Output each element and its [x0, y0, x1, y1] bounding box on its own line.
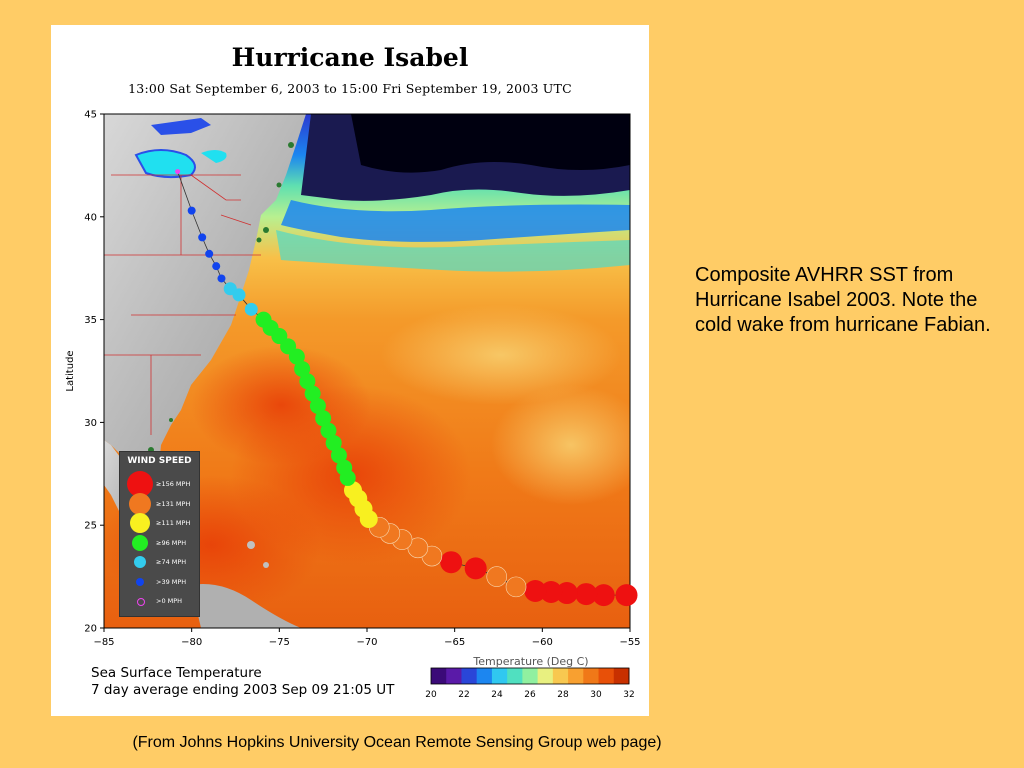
track-point	[325, 434, 342, 451]
hurricane-track	[175, 169, 638, 607]
lon-tick-label: −85	[93, 637, 114, 648]
track-point	[294, 360, 311, 377]
track-point	[540, 581, 563, 604]
track-point	[315, 410, 332, 427]
caption-line-2: 7 day average ending 2003 Sep 09 21:05 U…	[91, 682, 395, 698]
colorbar-swatch	[446, 668, 462, 684]
lat-tick-label: 35	[84, 315, 97, 326]
lat-tick-label: 20	[84, 624, 97, 635]
colorbar-tick-label: 20	[425, 690, 437, 700]
legend-swatch	[132, 534, 148, 551]
lon-tick-label: −55	[619, 637, 640, 648]
legend-label: ≥131 MPH	[156, 499, 191, 508]
colorbar-label: Temperature (Deg C)	[473, 655, 589, 668]
legend-swatch	[136, 577, 144, 586]
legend-label: ≥96 MPH	[156, 538, 187, 547]
colorbar-swatch	[537, 668, 554, 684]
track-point	[330, 447, 347, 464]
track-point	[575, 583, 598, 606]
track-point	[212, 262, 221, 271]
track-point	[244, 302, 258, 316]
y-axis-label: Latitude	[65, 350, 76, 391]
legend-item: >0 MPH	[120, 591, 199, 611]
legend-swatch	[130, 513, 150, 533]
legend-item: ≥131 MPH	[120, 492, 199, 515]
legend-item: ≥74 MPH	[120, 552, 199, 572]
track-point	[440, 551, 463, 574]
track-point	[486, 566, 508, 587]
figure-caption: Sea Surface Temperature 7 day average en…	[91, 665, 394, 699]
legend-swatch	[137, 598, 145, 606]
colorbar-tick-label: 32	[623, 690, 634, 700]
track-point	[187, 206, 196, 215]
legend-item: ≥96 MPH	[120, 533, 199, 553]
track-point	[255, 311, 272, 328]
legend-item: ≥156 MPH	[120, 471, 199, 497]
lat-tick-label: 40	[84, 212, 97, 223]
figure-subtitle: 13:00 Sat September 6, 2003 to 15:00 Fri…	[128, 81, 572, 96]
slide-note: Composite AVHRR SST from Hurricane Isabe…	[695, 264, 991, 336]
colorbar-swatch	[491, 668, 508, 684]
track-point	[299, 373, 316, 390]
lat-tick-label: 25	[84, 521, 97, 532]
colorbar-swatch	[552, 668, 569, 684]
colorbar-swatch	[598, 668, 615, 684]
legend-label: ≥111 MPH	[156, 519, 191, 527]
track-point	[205, 249, 214, 258]
track-point	[198, 233, 207, 242]
track-point	[217, 274, 226, 283]
lon-tick-label: −70	[356, 637, 377, 648]
figure-title: Hurricane Isabel	[231, 43, 469, 72]
wind-speed-legend: WIND SPEED ≥156 MPH ≥131 MPH ≥111 MPH ≥96 M…	[119, 451, 200, 617]
legend-item: ≥111 MPH	[120, 513, 199, 533]
lon-tick-label: −75	[269, 637, 290, 648]
colorbar-swatch	[461, 668, 478, 684]
caption-line-1: Sea Surface Temperature	[91, 665, 262, 681]
lat-tick-label: 45	[84, 110, 97, 121]
lat-tick-label: 30	[84, 418, 97, 429]
track-point	[615, 584, 638, 607]
colorbar-tick-label: 28	[557, 690, 569, 700]
colorbar-tick-label: 30	[590, 690, 602, 700]
legend-item: >39 MPH	[120, 572, 199, 592]
lon-tick-label: −60	[532, 637, 553, 648]
colorbar-swatch	[613, 668, 630, 684]
lon-tick-label: −80	[181, 637, 202, 648]
track-point	[309, 397, 326, 414]
legend-label: ≥156 MPH	[156, 480, 191, 488]
legend-label: >0 MPH	[156, 597, 183, 605]
track-point	[223, 282, 237, 296]
latitude-ticks: 45 40 35 30 25 20	[84, 110, 104, 635]
sst-figure: Hurricane Isabel 13:00 Sat September 6, …	[51, 25, 649, 716]
colorbar-swatch	[583, 668, 600, 684]
track-point	[175, 169, 181, 175]
track-point	[336, 459, 353, 476]
colorbar-tick-label: 22	[458, 690, 469, 700]
longitude-ticks: −85 −80 −75 −70 −65 −60 −55	[93, 628, 641, 648]
track-point	[555, 582, 578, 605]
track-point	[505, 576, 527, 598]
track-point	[592, 584, 615, 607]
colorbar-swatch	[522, 668, 539, 684]
colorbar-swatch	[568, 668, 584, 684]
legend-swatch	[129, 492, 151, 515]
legend-label: >39 MPH	[156, 577, 187, 586]
legend-label: ≥74 MPH	[156, 558, 187, 566]
temperature-colorbar: 20 22 24 26 28 30 32	[425, 667, 635, 700]
colorbar-swatch	[431, 668, 447, 684]
colorbar-swatch	[476, 668, 493, 684]
colorbar-tick-label: 24	[491, 690, 503, 700]
colorbar-frame	[430, 667, 630, 685]
colorbar-swatch	[507, 668, 523, 684]
track-point	[320, 422, 337, 439]
legend-title: WIND SPEED	[127, 456, 192, 466]
lon-tick-label: −65	[444, 637, 465, 648]
track-point	[464, 557, 487, 580]
track-point	[304, 385, 321, 402]
source-citation: (From Johns Hopkins University Ocean Rem…	[132, 734, 662, 751]
legend-swatch	[134, 556, 146, 568]
colorbar-tick-label: 26	[524, 690, 536, 700]
track-point	[524, 579, 547, 602]
